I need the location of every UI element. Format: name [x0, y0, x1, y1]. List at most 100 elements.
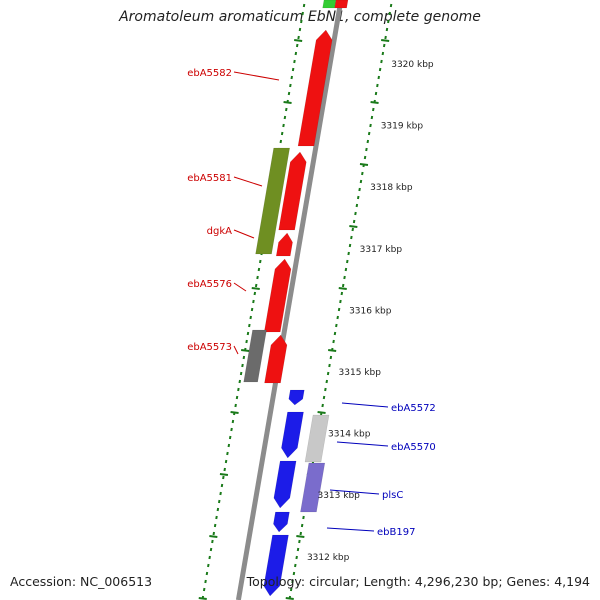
ring-dot [380, 59, 383, 64]
gene-ebA5573-strand[interactable] [264, 334, 288, 384]
ring-dot [294, 563, 297, 568]
gene-ebA5570[interactable] [304, 414, 330, 463]
ring-dot [336, 315, 339, 320]
accession-text: Accession: NC_006513 [10, 574, 153, 589]
scale-label: 3312 kbp [307, 553, 350, 563]
ring-dot [387, 19, 390, 24]
scale-label: 3316 kbp [349, 306, 392, 316]
gene-label-ebA5572[interactable]: ebA5572 [391, 403, 436, 414]
gene-plsC-strand[interactable] [273, 460, 297, 509]
gene-ebA5581[interactable] [255, 147, 290, 255]
ring-dot [257, 267, 261, 272]
leader-line [233, 71, 280, 81]
gene-ebA5573[interactable] [243, 329, 267, 383]
ring-dot [369, 123, 372, 128]
ring-dot [295, 43, 299, 48]
ring-dot [280, 131, 284, 136]
ring-dot [355, 203, 359, 208]
ring-dot [290, 75, 293, 80]
ring-dot [227, 443, 231, 448]
ring-dot [374, 91, 378, 96]
gene-label-plsC[interactable]: plsC [382, 490, 403, 501]
gene-ebA5576[interactable] [263, 258, 292, 333]
ring-dot [363, 155, 367, 160]
ring-dot [298, 539, 301, 544]
gene-label-dgkA[interactable]: dgkA [207, 226, 232, 237]
ring-dot [205, 571, 209, 576]
ring-dot [253, 291, 257, 296]
ring-dot [297, 35, 300, 40]
ring-dot [209, 547, 213, 552]
gene-label-ebA5582[interactable]: ebA5582 [187, 68, 232, 79]
ring-dot [259, 259, 262, 264]
ring-dot [365, 147, 368, 152]
gene-label-ebB197[interactable]: ebB197 [377, 527, 415, 538]
ring-dot [279, 139, 283, 144]
gene-features [243, 0, 349, 597]
gene-label-ebA5570[interactable]: ebA5570 [391, 442, 436, 453]
ring-dot [245, 339, 248, 344]
ring-dot [249, 315, 252, 320]
ring-dot [287, 91, 291, 96]
ring-dot [366, 139, 370, 144]
ring-dot [238, 379, 242, 384]
ring-dot [348, 243, 352, 248]
ring-dot [382, 43, 386, 48]
ring-tick [219, 473, 229, 476]
gene-top-fragment-green[interactable] [322, 0, 337, 9]
gene-label-ebA5573[interactable]: ebA5573 [187, 342, 232, 353]
ring-tick [317, 411, 326, 414]
ring-dot [385, 27, 389, 32]
gene-label-ebA5576[interactable]: ebA5576 [187, 279, 232, 290]
ring-dot [292, 571, 296, 576]
gene-ebA5581-strand[interactable] [278, 151, 307, 231]
ring-dot [294, 51, 298, 56]
ring-dot [218, 499, 221, 504]
ring-dot [282, 123, 285, 128]
ring-dot [242, 355, 246, 360]
gene-dgkA-strand[interactable] [275, 232, 293, 257]
ring-dot [296, 547, 300, 552]
ring-dot [299, 531, 303, 536]
sequence-backbone [235, 0, 344, 600]
ring-dot [356, 195, 360, 200]
ring-dot [204, 579, 207, 584]
leader-line [336, 441, 389, 447]
ring-tick [285, 597, 294, 600]
ring-dot [333, 331, 337, 336]
ring-dot [207, 563, 210, 568]
gene-label-ebA5581[interactable]: ebA5581 [187, 173, 232, 184]
scale-label: 3319 kbp [381, 122, 424, 132]
ring-dot [254, 283, 258, 288]
ring-dot [231, 419, 235, 424]
gene-ebA5570-strand[interactable] [281, 411, 304, 459]
ring-dot [223, 467, 226, 472]
gene-plsC[interactable] [300, 462, 326, 513]
gene-small-blue[interactable] [273, 511, 290, 533]
ring-dot [208, 555, 211, 560]
ring-dot [350, 235, 353, 240]
leader-line [233, 282, 247, 292]
ring-dot [295, 555, 298, 560]
gene-ebA5572[interactable] [288, 389, 305, 406]
ring-dot [358, 187, 361, 192]
ring-dot [220, 483, 224, 488]
gene-ebA5582[interactable] [297, 29, 333, 147]
ring-dot [234, 403, 237, 408]
ring-tick [338, 287, 347, 290]
gene-ebB197[interactable] [263, 534, 289, 597]
scale-ruler: 3320 kbp 3319 kbp 3318 kbp 3317 kbp 3316 kbp… [307, 60, 434, 563]
ring-dot [344, 267, 348, 272]
ring-tick [328, 349, 337, 352]
ring-tick [283, 101, 292, 104]
ring-dot [211, 539, 214, 544]
ring-dot [351, 227, 354, 232]
ring-dot [212, 531, 216, 536]
ring-tick [296, 535, 305, 538]
ring-dot [354, 211, 357, 216]
gene-top-fragment-red[interactable] [334, 0, 349, 9]
ring-dot [283, 115, 287, 120]
ring-dot [341, 283, 345, 288]
ring-tick [198, 597, 207, 600]
